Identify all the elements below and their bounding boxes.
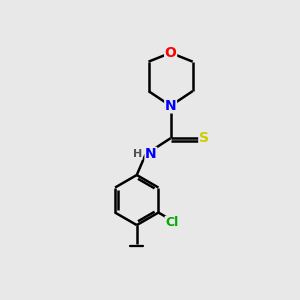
Text: O: O — [165, 46, 176, 60]
Text: N: N — [165, 99, 176, 113]
Text: N: N — [145, 147, 157, 161]
Text: Cl: Cl — [165, 216, 178, 230]
Text: S: S — [199, 131, 209, 145]
Text: H: H — [133, 149, 142, 159]
